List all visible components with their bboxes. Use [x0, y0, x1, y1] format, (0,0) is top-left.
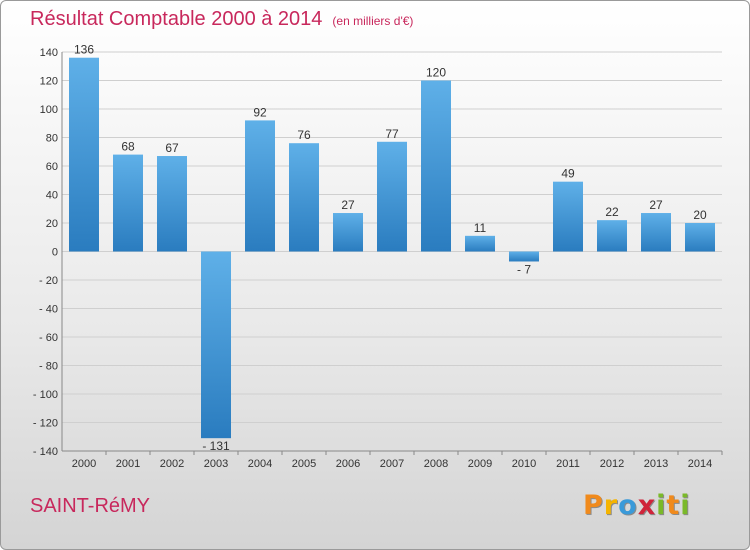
y-tick-label: 140: [40, 47, 58, 59]
y-tick-label: 60: [46, 161, 58, 173]
chart-title-text: Résultat Comptable 2000 à 2014: [30, 8, 323, 30]
bar: [333, 213, 363, 252]
x-tick-label: 2009: [468, 458, 492, 470]
x-tick-label: 2010: [512, 458, 536, 470]
logo-letter: o: [618, 490, 638, 521]
bar: [69, 57, 99, 252]
y-tick-label: 40: [46, 190, 58, 202]
y-tick-label: - 40: [39, 304, 58, 316]
y-tick-label: - 100: [33, 389, 58, 401]
x-tick-label: 2012: [600, 458, 624, 470]
logo-letter: t: [666, 490, 681, 521]
value-label: 27: [649, 198, 663, 212]
value-label: 67: [165, 141, 179, 155]
value-label: 92: [253, 105, 267, 119]
value-label: 68: [121, 140, 135, 154]
y-tick-label: - 80: [39, 361, 58, 373]
bar: [289, 143, 319, 252]
logo-letter: i: [680, 490, 691, 521]
x-tick-label: 2000: [72, 458, 96, 470]
bar: [245, 120, 275, 252]
x-tick-label: 2002: [160, 458, 184, 470]
bar: [641, 213, 671, 252]
value-label: 120: [426, 66, 446, 80]
value-label: - 7: [517, 262, 531, 276]
x-tick-label: 2011: [556, 458, 580, 470]
bar: [201, 251, 231, 439]
x-tick-label: 2007: [380, 458, 404, 470]
x-tick-label: 2001: [116, 458, 140, 470]
value-label: 22: [605, 205, 619, 219]
x-tick-label: 2006: [336, 458, 360, 470]
y-tick-label: - 20: [39, 275, 58, 287]
x-tick-label: 2008: [424, 458, 448, 470]
commune-name: SAINT-RéMY: [30, 495, 151, 517]
bar: [509, 251, 539, 262]
value-label: 27: [341, 198, 355, 212]
chart-subtitle: (en milliers d'€): [332, 14, 414, 28]
chart-title: Résultat Comptable 2000 à 2014 (en millie…: [30, 8, 413, 31]
logo-letter: x: [637, 490, 657, 521]
value-label: - 131: [202, 439, 230, 453]
y-tick-label: - 140: [33, 446, 58, 458]
logo-letter: i: [656, 490, 667, 521]
bar: [113, 154, 143, 252]
value-label: 136: [74, 43, 94, 57]
bar: [685, 223, 715, 252]
value-label: 49: [561, 167, 575, 181]
logo-letter: P: [583, 490, 604, 521]
bar: [421, 80, 451, 252]
x-tick-label: 2003: [204, 458, 228, 470]
y-tick-label: 80: [46, 133, 58, 145]
y-tick-label: 100: [40, 104, 58, 116]
value-label: 11: [474, 221, 487, 235]
value-label: 77: [385, 127, 399, 141]
bar: [553, 181, 583, 252]
y-tick-label: - 120: [33, 418, 58, 430]
value-label: 76: [297, 128, 311, 142]
x-tick-label: 2004: [248, 458, 272, 470]
bar: [157, 156, 187, 252]
y-tick-label: 0: [52, 247, 58, 259]
y-tick-label: 20: [46, 218, 58, 230]
bar: [597, 220, 627, 252]
bar: [465, 235, 495, 252]
x-tick-label: 2013: [644, 458, 668, 470]
bar: [377, 141, 407, 252]
x-tick-label: 2005: [292, 458, 316, 470]
value-label: 20: [693, 208, 707, 222]
logo-letter: r: [603, 490, 619, 521]
x-tick-label: 2014: [688, 458, 712, 470]
y-tick-label: 120: [40, 76, 58, 88]
y-tick-label: - 60: [39, 332, 58, 344]
proxiti-logo: Proxiti: [583, 490, 691, 521]
